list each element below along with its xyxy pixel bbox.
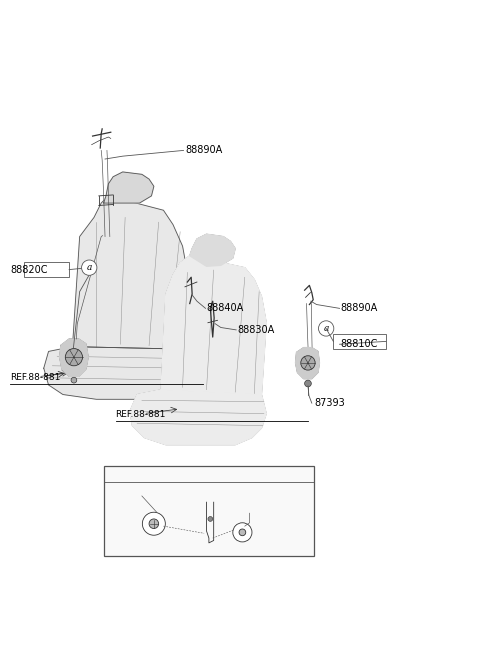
Text: a: a (324, 324, 329, 333)
Text: 88820C: 88820C (10, 265, 48, 275)
Circle shape (82, 260, 97, 275)
Text: 88890A: 88890A (340, 303, 378, 313)
Text: REF.88-881: REF.88-881 (10, 373, 60, 383)
Text: 88830A: 88830A (238, 325, 275, 335)
Text: 88840A: 88840A (206, 303, 244, 313)
Circle shape (143, 512, 165, 535)
Text: a: a (86, 263, 92, 272)
Text: 88810C: 88810C (340, 339, 378, 349)
Circle shape (65, 348, 83, 365)
Text: 88877: 88877 (250, 508, 280, 518)
Circle shape (319, 321, 334, 336)
Bar (24, 262, 69, 277)
Circle shape (112, 468, 126, 481)
Circle shape (233, 523, 252, 542)
Polygon shape (161, 255, 266, 394)
Circle shape (71, 377, 77, 383)
Bar (104, 466, 314, 556)
Polygon shape (72, 196, 187, 349)
Circle shape (149, 519, 158, 529)
Polygon shape (44, 346, 187, 400)
Polygon shape (104, 172, 154, 203)
Text: a: a (117, 471, 121, 479)
Circle shape (208, 517, 213, 521)
Polygon shape (60, 339, 88, 377)
Text: 88878: 88878 (142, 491, 173, 501)
Polygon shape (296, 348, 320, 379)
Circle shape (239, 529, 246, 536)
Text: 88890A: 88890A (185, 145, 222, 155)
Bar (333, 333, 386, 349)
Circle shape (305, 380, 312, 387)
Circle shape (301, 356, 315, 370)
Polygon shape (190, 234, 235, 266)
Text: 87393: 87393 (314, 398, 345, 408)
Text: REF.88-881: REF.88-881 (116, 410, 166, 419)
Polygon shape (130, 390, 266, 445)
